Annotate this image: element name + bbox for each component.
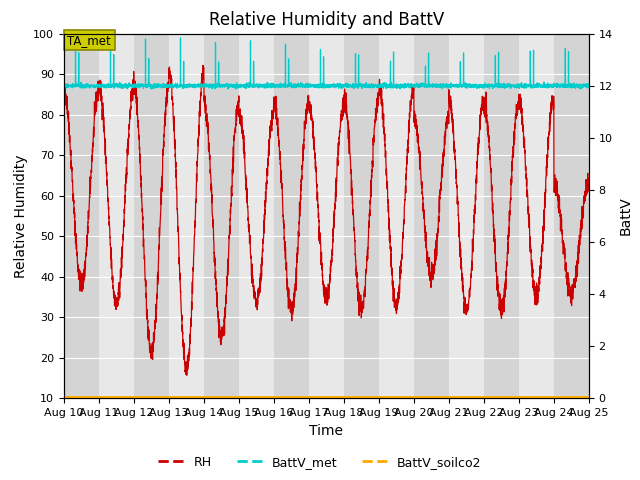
Title: Relative Humidity and BattV: Relative Humidity and BattV bbox=[209, 11, 444, 29]
Bar bbox=[169, 34, 204, 398]
Bar bbox=[554, 34, 589, 398]
X-axis label: Time: Time bbox=[309, 424, 344, 438]
Bar bbox=[64, 34, 99, 398]
Bar bbox=[309, 34, 344, 398]
Bar bbox=[99, 34, 134, 398]
Bar bbox=[379, 34, 414, 398]
Y-axis label: BattV: BattV bbox=[618, 197, 632, 235]
Y-axis label: Relative Humidity: Relative Humidity bbox=[13, 154, 28, 278]
Bar bbox=[344, 34, 379, 398]
Bar bbox=[449, 34, 484, 398]
Bar bbox=[519, 34, 554, 398]
Bar bbox=[414, 34, 449, 398]
Bar bbox=[239, 34, 274, 398]
Bar bbox=[204, 34, 239, 398]
Bar bbox=[274, 34, 309, 398]
Legend: RH, BattV_met, BattV_soilco2: RH, BattV_met, BattV_soilco2 bbox=[154, 451, 486, 474]
Bar bbox=[484, 34, 519, 398]
Bar bbox=[134, 34, 169, 398]
Text: TA_met: TA_met bbox=[67, 34, 111, 47]
